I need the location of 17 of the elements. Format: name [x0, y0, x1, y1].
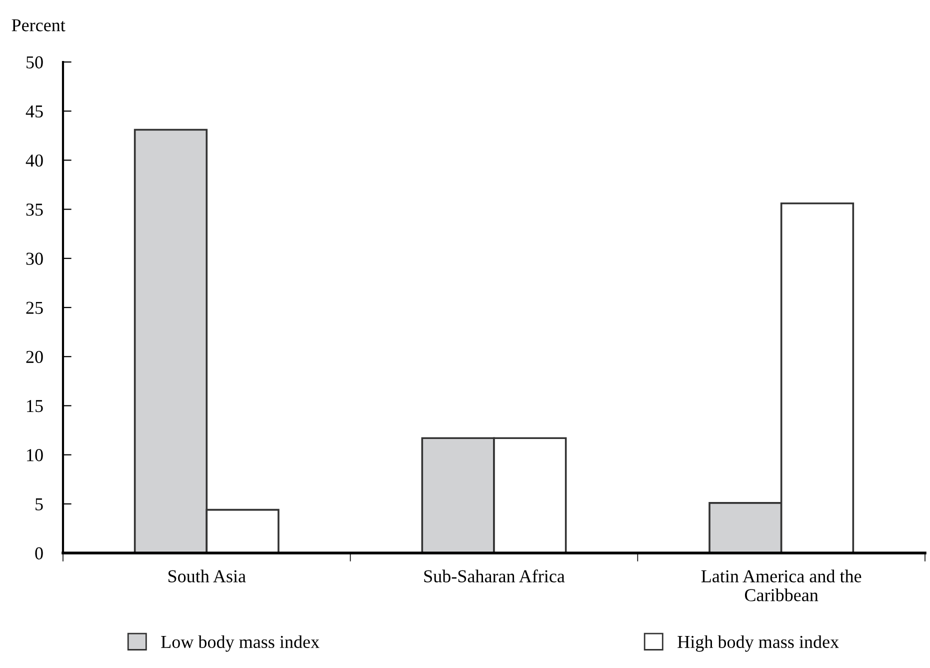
legend-label: High body mass index	[678, 635, 839, 652]
x-tick-label: South Asia	[168, 570, 246, 582]
y-tick-label: 50	[26, 56, 43, 68]
x-tick-label: Sub-Saharan Africa	[424, 569, 565, 582]
y-tick-label: 0	[35, 547, 43, 560]
y-tick-label: 20	[26, 350, 43, 364]
y-tick-label: 15	[27, 400, 43, 412]
y-tick-label: 35	[26, 204, 43, 216]
y-tick-label: 30	[26, 252, 43, 265]
y-tick-label: 25	[26, 302, 43, 314]
y-tick-label: 40	[26, 154, 43, 167]
y-axis-title: Percent	[12, 19, 66, 32]
y-tick-label: 5	[36, 498, 43, 510]
legend-label: Low body mass index	[161, 635, 320, 652]
y-tick-label: 10	[27, 449, 43, 462]
x-tick-label: Latin America and the Caribbean	[701, 570, 862, 602]
y-tick-label: 45	[26, 105, 43, 118]
